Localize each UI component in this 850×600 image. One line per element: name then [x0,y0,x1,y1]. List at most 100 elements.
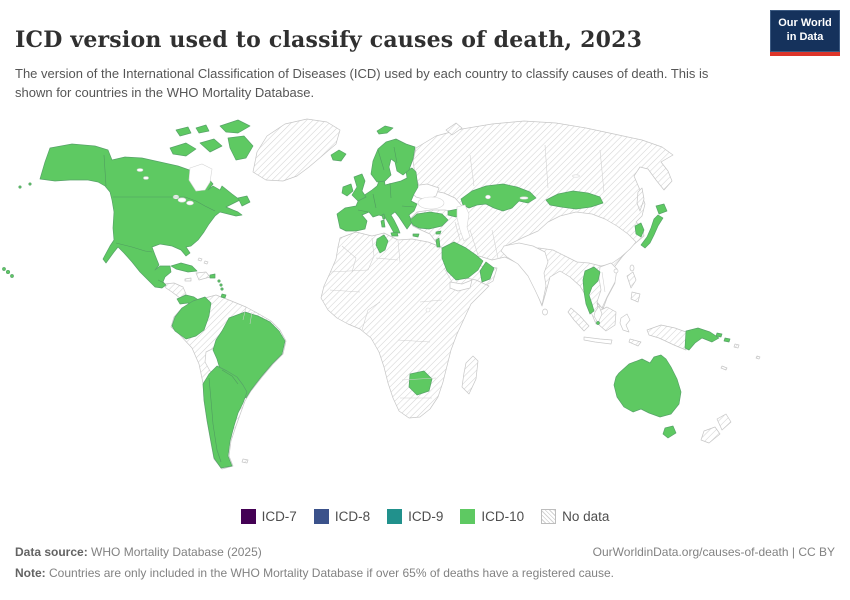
island-new-guinea-west [646,324,687,351]
data-source-label: Data source: [15,545,88,559]
great-bear-lake [136,168,144,172]
no-data-landmasses[interactable] [163,118,761,470]
hudson-bay [188,163,213,192]
island-bahamas [197,257,209,265]
legend-label-icd8: ICD-8 [334,509,371,524]
owid-logo-line2: in Data [786,31,824,43]
country-thailand [582,266,601,315]
island-bougainville [723,337,731,343]
lake-balkhash [519,196,529,200]
island-aleutian-2 [18,185,22,189]
country-singapore [596,321,600,325]
country-cyprus [435,230,442,235]
note-line: Note: Countries are only included in the… [15,566,835,580]
island-puerto-rico [209,273,216,279]
country-madagascar [461,355,479,395]
island-sumatra [567,307,590,332]
country-mongolia [545,190,604,210]
island-sicily [390,231,399,237]
continent-africa [320,231,490,419]
island-java [583,336,613,345]
black-sea [417,196,445,210]
legend-label-icd9: ICD-9 [408,509,444,524]
country-greenland [252,118,341,182]
data-source-text: WHO Mortality Database (2025) [87,545,262,559]
island-tasmania [662,425,677,439]
legend-item-icd10[interactable]: ICD-10 [460,509,524,524]
islands-lesser-antilles [217,279,227,299]
country-china [505,211,637,267]
note-label: Note: [15,566,46,580]
island-timor [628,338,642,347]
island-svalbard [376,125,394,135]
data-source-line: Data source: WHO Mortality Database (202… [15,545,262,559]
caspian-sea [456,204,471,242]
island-falkland [241,458,249,464]
region-europe-mainland [336,167,419,234]
island-new-britain [715,332,723,338]
legend-label-no-data: No data [562,509,610,524]
country-united-kingdom [351,173,367,202]
country-yemen [449,279,473,292]
owid-logo-line1: Our World [778,17,832,30]
country-malaysia [593,305,603,324]
map-legend: ICD-7 ICD-8 ICD-9 ICD-10 No data [0,509,850,524]
country-japan-hokkaido [655,203,668,215]
owid-logo[interactable]: Our World in Data [770,10,840,52]
owid-logo-red-bar [770,52,840,56]
islands-hawaii [2,267,14,278]
country-kazakhstan [460,183,537,212]
island-solomon [733,343,740,349]
legend-swatch-icd8 [313,509,329,524]
legend-item-no-data[interactable]: No data [541,509,609,524]
country-papua-new-guinea [684,327,720,351]
legend-label-icd10: ICD-10 [481,509,525,524]
country-philippines-south [630,291,641,303]
island-taiwan [629,264,635,272]
region-scandinavia [370,138,416,183]
chart-footer: Data source: WHO Mortality Database (202… [15,545,835,580]
page-title: ICD version used to classify causes of d… [15,26,643,53]
country-philippines [626,271,637,289]
chart-subtitle: The version of the International Classif… [15,66,709,100]
arctic-island-3 [175,126,192,137]
country-botswana [408,370,433,396]
country-oman [479,261,495,283]
island-sri-lanka [542,308,548,316]
country-turkey [409,211,449,230]
country-saudi-arabia [441,241,484,281]
attribution-link[interactable]: OurWorldinData.org/causes-of-death | CC … [592,545,835,559]
legend-item-icd8[interactable]: ICD-8 [313,509,371,524]
region-colombia-ecuador [171,296,212,340]
island-hispaniola [195,271,211,281]
country-tunisia [375,234,389,254]
country-japan-main [640,214,664,249]
world-map[interactable] [0,110,850,502]
island-newfoundland [237,195,251,207]
legend-swatch-no-data [541,509,557,524]
arctic-island-ellesmere [219,119,251,134]
country-india [500,242,549,306]
island-jamaica [184,277,192,282]
lake-victoria [425,307,431,313]
legend-swatch-icd9 [387,509,403,524]
legend-swatch-icd7 [240,509,256,524]
great-lake-1 [177,197,187,203]
country-new-zealand-north [716,413,732,431]
island-sulawesi [619,313,631,333]
country-new-zealand-south [700,426,721,444]
note-text: Countries are only included in the WHO M… [45,566,614,580]
region-indochina [596,262,618,309]
island-aleutian-1 [28,182,32,186]
arctic-island-baffin [227,135,254,161]
island-hainan [613,268,619,274]
legend-item-icd9[interactable]: ICD-9 [387,509,443,524]
lake-baikal [572,174,580,178]
legend-swatch-icd10 [460,509,476,524]
island-new-caledonia [720,365,728,371]
country-iceland [330,149,347,162]
island-crete [412,233,420,238]
legend-item-icd7[interactable]: ICD-7 [240,509,297,524]
country-south-korea [634,222,645,238]
